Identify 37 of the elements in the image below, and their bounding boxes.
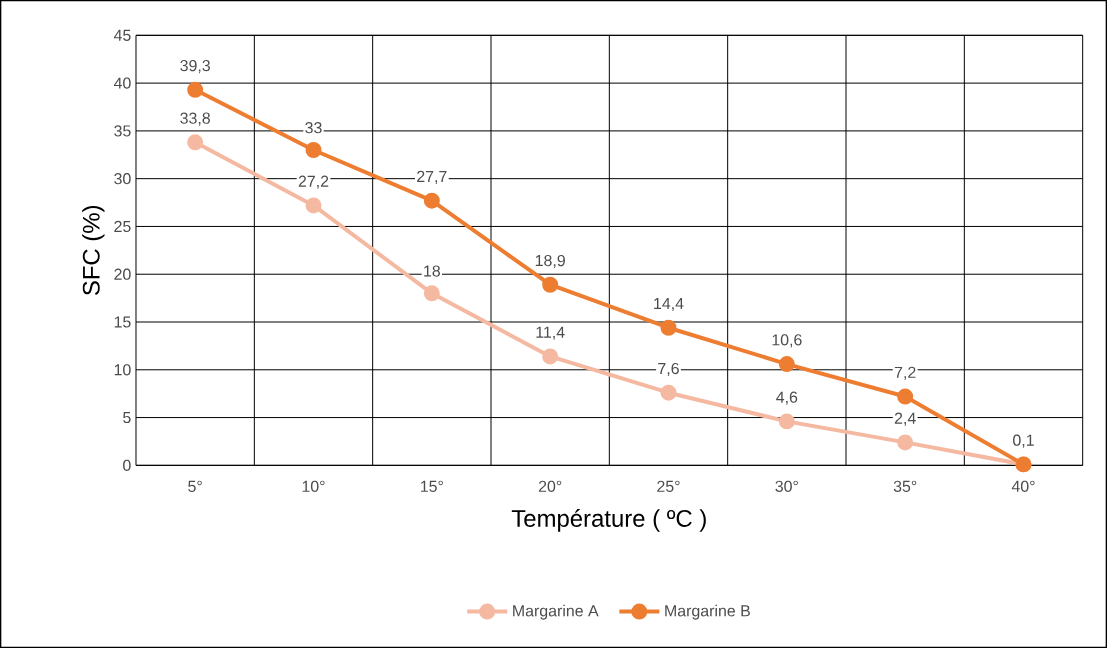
- x-tick-label: 35°: [893, 480, 917, 492]
- legend-label: Margarine B: [665, 604, 750, 620]
- x-tick-label: 30°: [775, 480, 798, 492]
- data-label: 33,8: [180, 112, 210, 126]
- y-tick-label: 45: [113, 29, 131, 41]
- data-label: 10,6: [772, 334, 802, 348]
- data-label: 39,3: [180, 59, 210, 74]
- data-label: 7,2: [894, 366, 916, 380]
- legend-label: Margarine A: [513, 604, 599, 620]
- data-label: 11,4: [536, 326, 565, 340]
- x-tick-label: 5°: [188, 480, 202, 492]
- data-label: 27,7: [417, 170, 447, 184]
- data-label: 27,2: [298, 175, 329, 189]
- y-axis-title: SFC (%): [82, 206, 105, 296]
- y-tick-label: 0: [123, 459, 131, 471]
- data-label: 7,6: [658, 362, 679, 377]
- y-tick-label: 30: [114, 173, 131, 185]
- y-tick-label: 15: [114, 316, 131, 328]
- x-axis-title: Température ( ºC ): [511, 509, 706, 532]
- x-tick-label: 25°: [657, 480, 680, 492]
- data-label: 0,1: [1013, 434, 1034, 448]
- y-tick-label: 10: [114, 364, 131, 376]
- y-tick-label: 5: [123, 412, 131, 424]
- data-label: 14,4: [654, 298, 684, 312]
- y-tick-label: 25: [114, 220, 131, 233]
- data-label: 2,4: [894, 412, 916, 426]
- data-label: 18,9: [535, 254, 565, 269]
- x-tick-label: 10°: [302, 480, 325, 492]
- data-label: 18: [424, 265, 440, 277]
- y-tick-label: 35: [114, 125, 131, 137]
- y-tick-label: 20: [114, 268, 131, 280]
- x-tick-label: 40°: [1011, 480, 1035, 492]
- x-tick-label: 20°: [538, 480, 562, 492]
- y-tick-label: 40: [113, 77, 131, 89]
- data-label: 4,6: [776, 391, 798, 405]
- data-label: 33: [305, 122, 322, 134]
- x-tick-label: 15°: [420, 480, 443, 492]
